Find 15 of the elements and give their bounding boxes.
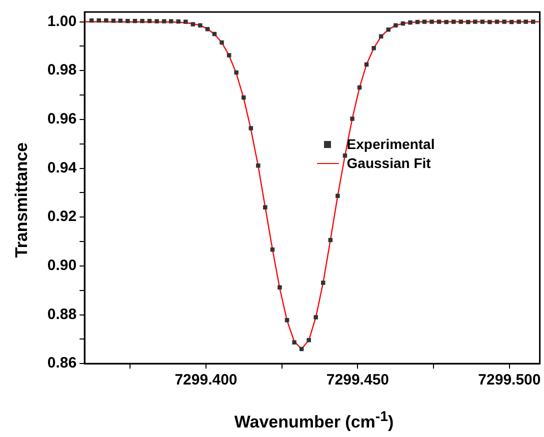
legend-label: Experimental: [346, 135, 435, 154]
x-tick-label: 7299.500: [478, 372, 541, 389]
x-tick-label: 7299.400: [174, 372, 238, 389]
y-tick-label: 0.90: [47, 257, 77, 274]
y-tick-label: 0.92: [47, 208, 77, 226]
x-tick-label: 7299.450: [326, 372, 390, 389]
legend-label: Gaussian Fit: [346, 154, 431, 174]
y-tick-label: 0.86: [47, 354, 77, 372]
x-axis-title: Wavenumber (cm$^{-1}$): [233, 409, 395, 433]
y-tick-label: 0.88: [47, 306, 77, 323]
y-axis-title: Transmittance: [12, 142, 32, 258]
y-tick-label: 0.94: [47, 159, 78, 176]
y-tick-label: 0.98: [47, 62, 77, 79]
y-tick-label: 0.96: [47, 110, 77, 128]
y-tick-label: 1.00: [47, 12, 77, 30]
